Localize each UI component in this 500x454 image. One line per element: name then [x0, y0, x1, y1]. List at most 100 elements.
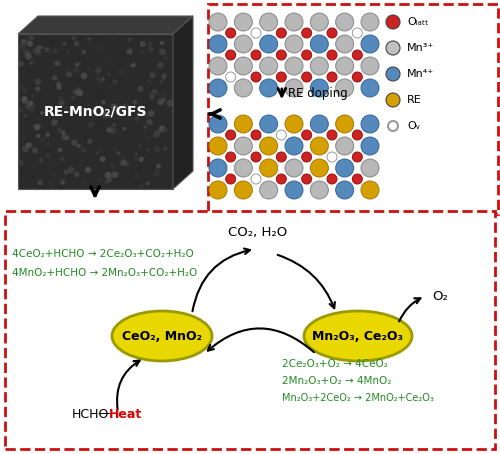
Circle shape	[64, 135, 70, 141]
Circle shape	[40, 137, 46, 143]
Circle shape	[310, 137, 328, 155]
Circle shape	[327, 72, 337, 82]
Circle shape	[32, 147, 38, 153]
Circle shape	[209, 13, 227, 31]
Circle shape	[117, 99, 121, 104]
Circle shape	[23, 49, 30, 56]
Circle shape	[260, 115, 278, 133]
Circle shape	[161, 93, 167, 99]
Circle shape	[146, 148, 150, 151]
Circle shape	[136, 109, 141, 114]
Circle shape	[361, 137, 379, 155]
Circle shape	[146, 119, 152, 125]
Circle shape	[77, 61, 82, 66]
Circle shape	[226, 174, 235, 184]
Circle shape	[99, 46, 103, 50]
Circle shape	[260, 13, 278, 31]
Circle shape	[36, 134, 40, 138]
Text: Heat: Heat	[109, 408, 142, 420]
Circle shape	[60, 129, 66, 135]
Circle shape	[122, 127, 126, 130]
Bar	[5, 211, 495, 449]
Circle shape	[70, 95, 76, 100]
Circle shape	[114, 149, 117, 153]
Circle shape	[251, 50, 261, 60]
Circle shape	[61, 97, 66, 102]
Circle shape	[144, 114, 148, 118]
Circle shape	[388, 121, 398, 131]
Circle shape	[327, 152, 337, 162]
Circle shape	[310, 13, 328, 31]
Circle shape	[209, 181, 227, 199]
Circle shape	[69, 69, 72, 72]
Circle shape	[88, 122, 94, 128]
Circle shape	[56, 81, 61, 87]
Text: 4MnO₂+HCHO → 2Mn₂O₃+CO₂+H₂O: 4MnO₂+HCHO → 2Mn₂O₃+CO₂+H₂O	[12, 268, 197, 278]
Circle shape	[50, 49, 53, 53]
Circle shape	[234, 159, 252, 177]
Circle shape	[144, 125, 148, 129]
Circle shape	[260, 159, 278, 177]
Circle shape	[32, 59, 35, 63]
Circle shape	[285, 137, 303, 155]
Circle shape	[157, 62, 164, 68]
Circle shape	[122, 103, 128, 109]
Circle shape	[110, 35, 116, 40]
Circle shape	[352, 72, 362, 82]
Circle shape	[48, 182, 54, 189]
Circle shape	[302, 130, 312, 140]
Circle shape	[30, 61, 32, 64]
Circle shape	[226, 72, 235, 82]
Circle shape	[85, 167, 91, 173]
Circle shape	[98, 178, 102, 181]
Circle shape	[39, 121, 46, 128]
Circle shape	[96, 67, 102, 74]
Circle shape	[138, 86, 143, 92]
Circle shape	[336, 181, 353, 199]
Circle shape	[209, 79, 227, 97]
Circle shape	[100, 156, 105, 162]
Circle shape	[62, 96, 65, 99]
Circle shape	[234, 181, 252, 199]
Circle shape	[22, 146, 29, 152]
Circle shape	[166, 106, 170, 110]
Circle shape	[50, 38, 57, 45]
Circle shape	[386, 93, 400, 107]
Circle shape	[36, 45, 42, 50]
Circle shape	[161, 75, 166, 80]
Circle shape	[148, 47, 154, 52]
Circle shape	[75, 63, 78, 66]
Circle shape	[112, 133, 118, 139]
Circle shape	[26, 40, 33, 47]
Circle shape	[34, 79, 41, 85]
Circle shape	[276, 174, 286, 184]
Circle shape	[101, 77, 105, 81]
Circle shape	[30, 94, 35, 98]
Circle shape	[134, 174, 138, 178]
Circle shape	[336, 57, 353, 75]
Circle shape	[18, 84, 26, 90]
Bar	[208, 4, 498, 214]
Circle shape	[22, 89, 28, 94]
Circle shape	[82, 48, 86, 53]
Circle shape	[234, 57, 252, 75]
Circle shape	[226, 152, 235, 162]
Circle shape	[152, 134, 156, 138]
Text: 2Mn₂O₃+O₂ → 4MnO₂: 2Mn₂O₃+O₂ → 4MnO₂	[282, 376, 392, 386]
Circle shape	[110, 130, 116, 136]
Circle shape	[159, 125, 166, 132]
Text: Mn³⁺: Mn³⁺	[407, 43, 434, 53]
Circle shape	[96, 147, 103, 154]
Circle shape	[162, 73, 167, 78]
Circle shape	[128, 110, 132, 114]
Circle shape	[108, 183, 114, 188]
Circle shape	[68, 167, 75, 173]
Circle shape	[327, 174, 337, 184]
Text: Oₗₐₜₜ: Oₗₐₜₜ	[407, 17, 428, 27]
Circle shape	[76, 90, 84, 96]
Circle shape	[62, 42, 66, 45]
Circle shape	[22, 96, 26, 101]
Circle shape	[152, 89, 157, 94]
Circle shape	[87, 37, 92, 41]
Circle shape	[148, 79, 151, 83]
